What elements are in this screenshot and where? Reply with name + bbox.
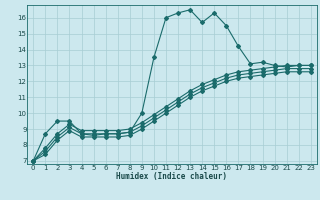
X-axis label: Humidex (Indice chaleur): Humidex (Indice chaleur) bbox=[116, 172, 228, 181]
